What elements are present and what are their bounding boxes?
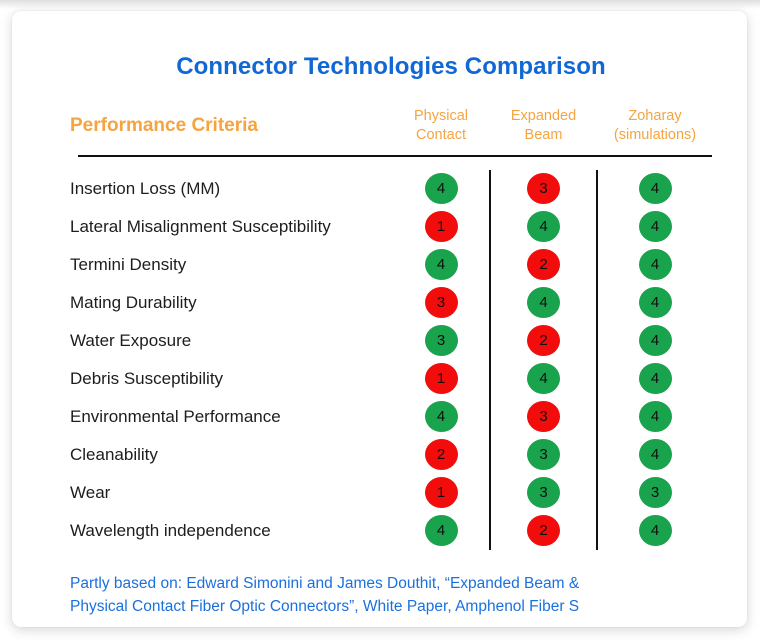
expanded-beam-cell: 4 [489,359,598,398]
criteria-label: Wear [70,482,111,502]
criteria-label: Insertion Loss (MM) [70,178,221,198]
column-header-zoharay: Zoharay (simulations) [598,107,712,146]
table-row: Water Exposure 3 2 4 [70,321,712,360]
score-dot: 4 [424,515,458,547]
score-dot: 4 [424,401,458,433]
score-dot: 4 [638,439,672,471]
criteria-label: Cleanability [70,444,158,464]
physical-contact-cell: 3 [393,284,489,322]
score-dot: 4 [424,249,458,281]
physical-contact-cell: 1 [393,474,489,512]
comparison-table-body: Insertion Loss (MM) 4 3 4 Lateral Misali… [70,157,712,550]
score-dot: 4 [638,287,672,319]
expanded-beam-cell: 2 [489,245,598,284]
score-dot: 1 [424,477,458,509]
table-row: Lateral Misalignment Susceptibility 1 4 … [70,207,712,246]
score-dot: 2 [527,249,560,281]
score-dot: 2 [527,325,560,357]
top-shadow-edge [0,0,760,9]
physical-contact-cell: 4 [393,246,489,284]
column-header-expanded-beam: Expanded Beam [489,107,598,146]
criteria-label: Termini Density [70,254,187,274]
zoharay-cell: 4 [598,322,712,360]
score-dot: 4 [638,515,672,547]
table-row: Environmental Performance 4 3 4 [70,397,712,436]
table-row: Wear 1 3 3 [70,473,712,512]
criteria-label: Water Exposure [70,330,192,350]
source-note: Partly based on: Edward Simonini and Jam… [70,572,712,619]
score-dot: 4 [527,363,560,395]
score-dot: 4 [424,173,458,205]
criteria-label: Mating Durability [70,292,197,312]
score-dot: 4 [638,211,672,243]
zoharay-cell: 4 [598,170,712,208]
score-dot: 3 [424,325,458,357]
score-dot: 4 [638,325,672,357]
expanded-beam-cell: 3 [489,397,598,436]
score-dot: 3 [638,477,672,509]
expanded-beam-cell: 2 [489,321,598,360]
score-dot: 4 [638,249,672,281]
score-dot: 3 [424,287,458,319]
physical-contact-cell: 4 [393,398,489,436]
physical-contact-cell: 4 [393,170,489,208]
score-dot: 2 [527,515,560,547]
score-dot: 1 [424,211,458,243]
table-row: Mating Durability 3 4 4 [70,283,712,322]
comparison-card: Connector Technologies Comparison Perfor… [12,11,747,627]
zoharay-cell: 4 [598,246,712,284]
score-dot: 3 [527,401,560,433]
score-dot: 4 [638,173,672,205]
physical-contact-cell: 2 [393,436,489,474]
zoharay-cell: 4 [598,208,712,246]
criteria-label: Debris Susceptibility [70,368,224,388]
expanded-beam-cell: 3 [489,435,598,474]
physical-contact-cell: 4 [393,512,489,550]
table-row: Debris Susceptibility 1 4 4 [70,359,712,398]
score-dot: 1 [424,363,458,395]
criteria-label: Wavelength independence [70,520,271,540]
column-header-physical-contact: Physical Contact [393,107,489,146]
zoharay-cell: 4 [598,436,712,474]
source-note-line: Physical Contact Fiber Optic Connectors”… [70,597,580,615]
criteria-label: Lateral Misalignment Susceptibility [70,216,331,236]
column-header-line: Contact [416,127,466,144]
source-note-line: Partly based on: Edward Simonini and Jam… [70,574,580,592]
table-row: Insertion Loss (MM) 4 3 4 [70,169,712,208]
zoharay-cell: 4 [598,398,712,436]
table-row: Wavelength independence 4 2 4 [70,511,712,550]
physical-contact-cell: 1 [393,360,489,398]
zoharay-cell: 4 [598,512,712,550]
expanded-beam-cell: 3 [489,473,598,512]
score-dot: 4 [527,211,560,243]
expanded-beam-cell: 4 [489,207,598,246]
score-dot: 4 [638,363,672,395]
table-header: Performance Criteria Physical Contact Ex… [70,107,712,146]
zoharay-cell: 3 [598,474,712,512]
expanded-beam-cell: 4 [489,283,598,322]
column-header-line: (simulations) [613,127,697,144]
expanded-beam-cell: 2 [489,511,598,550]
criteria-header: Performance Criteria [70,115,258,137]
header-divider [78,154,712,157]
column-header-line: Beam [524,127,563,144]
physical-contact-cell: 3 [393,322,489,360]
zoharay-cell: 4 [598,284,712,322]
score-dot: 3 [527,173,560,205]
chart-title: Connector Technologies Comparison [176,53,606,80]
criteria-label: Environmental Performance [70,406,281,426]
table-row: Cleanability 2 3 4 [70,435,712,474]
column-header-line: Expanded [510,108,577,124]
expanded-beam-cell: 3 [489,169,598,208]
table-row: Termini Density 4 2 4 [70,245,712,284]
score-dot: 2 [424,439,458,471]
score-dot: 3 [527,477,560,509]
physical-contact-cell: 1 [393,208,489,246]
score-dot: 4 [638,401,672,433]
score-dot: 4 [527,287,560,319]
score-dot: 3 [527,439,560,471]
zoharay-cell: 4 [598,360,712,398]
column-header-line: Physical [414,108,468,124]
column-header-line: Zoharay [628,108,682,124]
